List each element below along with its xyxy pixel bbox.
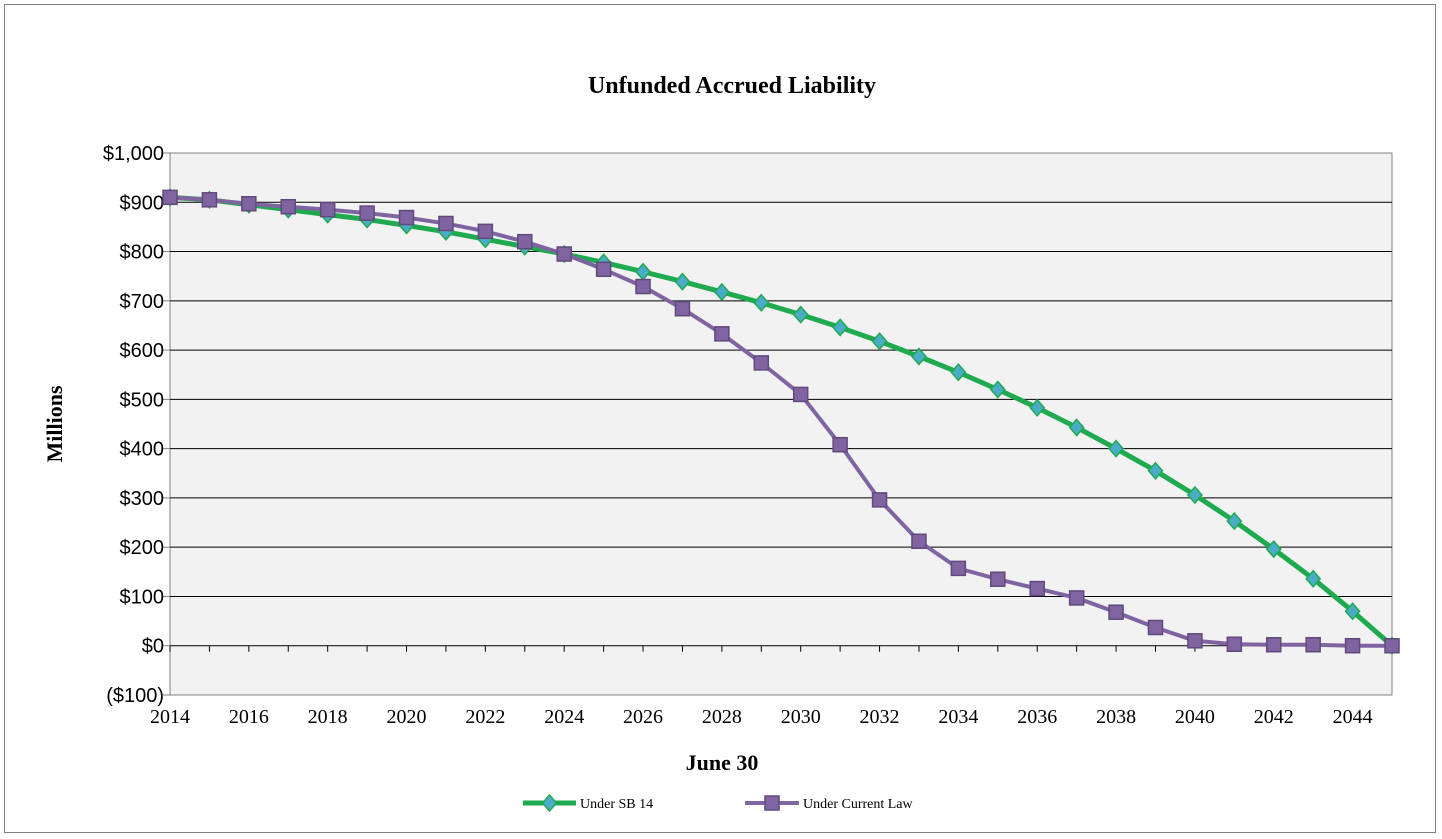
current-law-point-marker: [1226, 636, 1243, 652]
x-tick-label: 2042: [1254, 706, 1294, 728]
sb14-point-marker: [541, 793, 558, 813]
x-tick-label: 2022: [465, 706, 505, 728]
current-law-point-marker: [911, 533, 927, 550]
series-layer: [162, 188, 1400, 655]
legend-label: Under SB 14: [580, 797, 653, 812]
sb14-point-marker: [832, 318, 849, 337]
y-tick-label: $600: [120, 340, 165, 362]
chart-title: Unfunded Accrued Liability: [588, 73, 876, 99]
current-law-point-marker: [764, 795, 780, 811]
x-axis-ticks: 2014 2016 2018 2020 2022 2024 2026 2028 2030 2032…: [150, 645, 1393, 728]
current-law-point-marker: [162, 189, 178, 206]
current-law-point-marker: [398, 209, 415, 226]
current-law-point-marker: [871, 492, 888, 508]
sb14-point-marker: [989, 380, 1006, 399]
current-law-point-marker: [517, 233, 533, 250]
current-law-point-marker: [1305, 636, 1321, 653]
x-tick-label: 2038: [1096, 706, 1136, 728]
y-tick-label: $800: [120, 242, 165, 264]
current-law-point-marker: [1187, 633, 1203, 649]
current-law-point-marker: [990, 571, 1006, 587]
sb14-point-marker: [1265, 540, 1282, 559]
current-law-point-marker: [438, 215, 454, 232]
y-tick-label: $500: [120, 389, 165, 411]
x-tick-label: 2016: [229, 706, 269, 728]
current-law-point-marker: [1108, 604, 1124, 620]
x-tick-label: 2030: [781, 706, 821, 728]
legend-item-current-law: Under Current Law: [745, 795, 914, 812]
current-law-point-marker: [280, 198, 297, 215]
y-tick-label: $700: [120, 291, 165, 313]
sb14-point-marker: [713, 282, 730, 302]
y-tick-label: $900: [120, 192, 165, 214]
current-law-point-marker: [1384, 637, 1400, 654]
x-tick-label: 2028: [702, 706, 742, 728]
current-law-point-marker: [832, 436, 848, 453]
current-law-point-marker: [595, 261, 612, 278]
current-law-point-marker: [635, 278, 651, 295]
current-law-point-marker: [1029, 580, 1045, 597]
sb14-point-marker: [1226, 511, 1243, 531]
x-tick-label: 2034: [938, 706, 978, 728]
x-tick-label: 2020: [387, 706, 427, 728]
x-axis-title: June 30: [686, 750, 759, 775]
y-axis-ticks: ($100) $0 $100 $200 $300 $400 $500 $600 $700 $800…: [103, 143, 170, 707]
current-law-point-marker: [319, 201, 336, 218]
plot-area: [169, 152, 1393, 696]
y-tick-label: $0: [142, 636, 164, 658]
x-tick-label: 2024: [544, 706, 584, 728]
current-law-point-marker: [950, 560, 967, 577]
sb14-point-marker: [674, 272, 691, 291]
current-law-point-marker: [1344, 637, 1361, 654]
x-tick-label: 2040: [1175, 706, 1215, 728]
current-law-point-marker: [477, 223, 494, 240]
current-law-point-marker: [201, 192, 218, 208]
sb14-point-marker: [1147, 461, 1164, 480]
sb14-point-marker: [1186, 485, 1203, 505]
y-tick-label: $400: [120, 439, 165, 461]
sb14-point-marker: [1108, 439, 1125, 458]
current-law-point-marker: [359, 205, 375, 221]
y-axis-title: Millions: [42, 385, 67, 462]
y-tick-label: $300: [120, 488, 165, 510]
x-tick-label: 2032: [860, 706, 900, 728]
sb14-point-marker: [1344, 602, 1361, 621]
y-tick-label: $100: [120, 586, 165, 608]
sb14-point-marker: [950, 363, 967, 382]
sb14-point-marker: [1305, 569, 1322, 588]
x-tick-label: 2026: [623, 706, 663, 728]
sb14-point-marker: [871, 332, 888, 351]
current-law-point-marker: [792, 386, 809, 403]
legend-item-sb14: Under SB 14: [523, 793, 653, 813]
y-tick-label: $200: [120, 537, 165, 559]
x-tick-label: 2036: [1017, 706, 1057, 728]
current-law-point-marker: [241, 196, 257, 212]
x-tick-label: 2044: [1333, 706, 1373, 728]
current-law-point-marker: [1265, 636, 1282, 653]
x-tick-label: 2018: [308, 706, 348, 728]
y-tick-label: ($100): [106, 685, 164, 707]
sb14-point-marker: [753, 293, 770, 312]
current-law-point-marker: [1147, 619, 1164, 636]
current-law-point-marker: [753, 355, 770, 371]
current-law-point-marker: [674, 300, 691, 317]
legend: Under SB 14 Under Current Law: [523, 793, 914, 813]
current-law-point-marker: [1068, 590, 1085, 606]
series-under-current-law: [162, 189, 1400, 654]
current-law-point-marker: [714, 326, 730, 342]
legend-label: Under Current Law: [803, 797, 914, 812]
sb14-point-marker: [910, 347, 927, 366]
y-tick-label: $1,000: [103, 143, 164, 165]
x-tick-label: 2014: [150, 706, 190, 728]
sb14-point-marker: [792, 305, 809, 324]
series-under-sb14: [162, 188, 1400, 655]
current-law-point-marker: [556, 246, 572, 262]
sb14-point-marker: [1029, 398, 1046, 417]
sb14-point-marker: [1068, 418, 1085, 437]
